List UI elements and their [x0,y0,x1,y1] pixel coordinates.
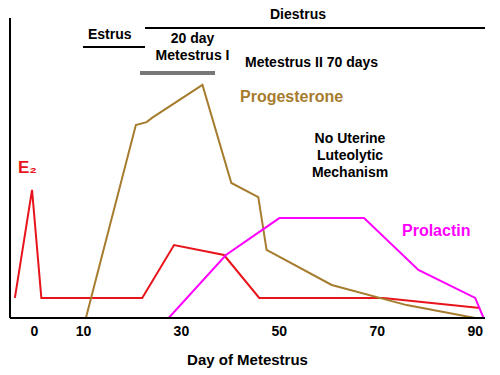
html-text:Diestrus: Diestrus [270,6,326,22]
html-text:E₂: E₂ [18,158,37,177]
html-text:Metestrus II 70 days: Metestrus II 70 days [245,54,379,70]
svg-text:0: 0 [31,323,39,339]
html-text:Progesterone: Progesterone [240,88,344,105]
html-text:Prolactin: Prolactin [402,222,471,239]
html-text:No Uterine: No Uterine [314,130,386,146]
svg-text:50: 50 [272,323,288,339]
svg-text:90: 90 [467,323,483,339]
html-text:Luteolytic: Luteolytic [316,147,384,163]
svg-text:30: 30 [174,323,190,339]
html-text:Metestrus I: Metestrus I [155,47,230,63]
svg-text:10: 10 [76,323,92,339]
html-text:20 day: 20 day [170,30,215,46]
html-text:Estrus: Estrus [88,26,132,42]
svg-text:Day of Metestrus: Day of Metestrus [187,351,308,368]
html-text:Mechanism: Mechanism [311,164,389,180]
svg-text:70: 70 [369,323,385,339]
